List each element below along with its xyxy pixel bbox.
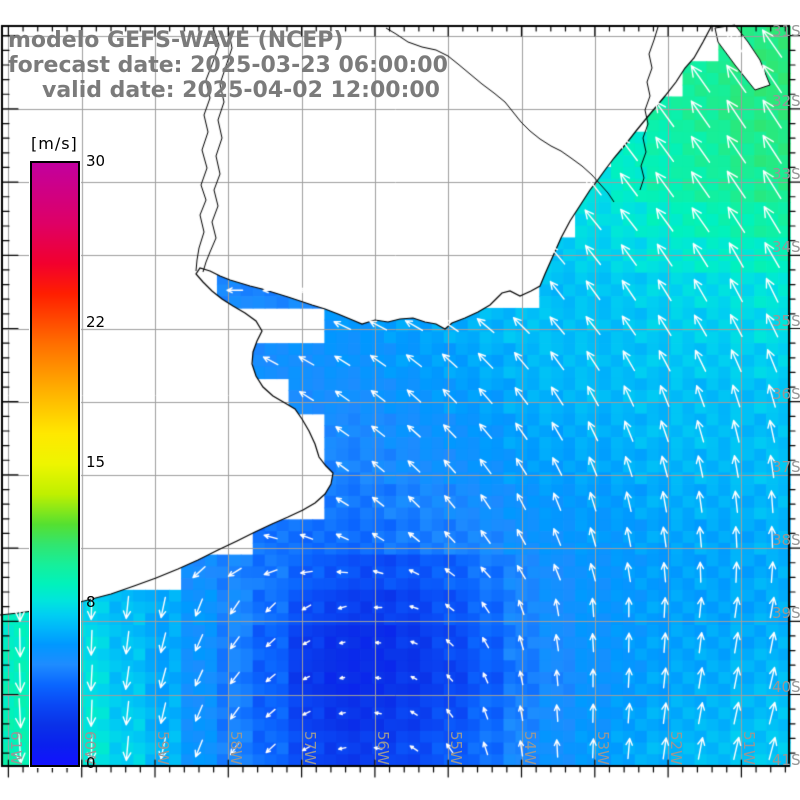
lat-tick-label: 33S [772,165,800,184]
lat-tick-label: 40S [772,677,800,696]
lon-tick-label: 53W [593,731,612,765]
colorbar-tick-label: 30 [86,152,106,170]
forecast-date-line: forecast date: 2025-03-23 06:00:00 [8,53,448,78]
valid-date-line: valid date: 2025-04-02 12:00:00 [42,78,440,103]
lon-tick-label: 59W [154,731,172,765]
lat-tick-label: 39S [772,604,800,623]
lon-tick-label: 54W [520,731,539,765]
lon-tick-label: 51W [740,731,759,765]
colorbar-gradient [30,161,80,767]
lat-tick-label: 31S [772,22,800,40]
model-title: modelo GEFS-WAVE (NCEP) [8,28,344,53]
lon-tick-label: 55W [447,731,466,765]
lat-tick-label: 36S [772,384,800,403]
lat-tick-label: 32S [772,91,800,110]
lon-tick-label: 57W [300,731,319,765]
colorbar-tick-label: 15 [86,453,106,471]
colorbar-tick-label: 22 [86,312,106,331]
lon-tick-label: 58W [227,731,246,765]
lat-tick-label: 41S [772,750,800,769]
lon-tick-label: 52W [667,731,686,765]
lat-tick-label: 34S [772,238,800,257]
title-block: modelo GEFS-WAVE (NCEP) forecast date: 2… [8,28,448,103]
colorbar-tick-label: 0 [86,754,96,772]
lat-tick-label: 38S [772,531,800,550]
lon-tick-label: 56W [373,731,392,765]
lat-tick-label: 35S [772,311,800,330]
colorbar-tick-label: 8 [86,593,96,612]
lat-tick-label: 37S [772,457,800,476]
colorbar-unit-label: [m/s] [31,134,78,153]
lon-tick-label: 61W [7,731,26,765]
